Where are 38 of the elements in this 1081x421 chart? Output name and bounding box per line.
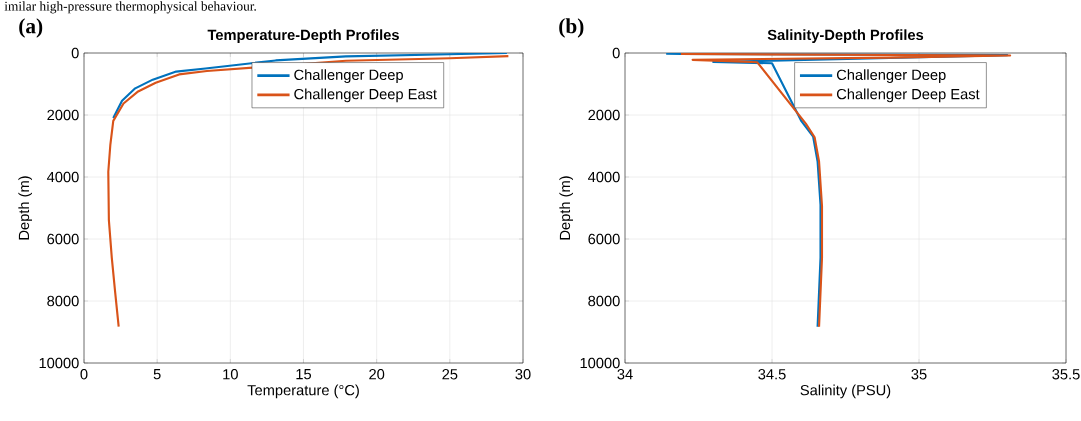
legend-label: Challenger Deep East (294, 88, 437, 103)
text: (a) (19, 18, 43, 38)
y-tick-label: 4000 (47, 171, 79, 183)
line-series (107, 55, 510, 328)
y-tick-label: 8000 (47, 295, 79, 307)
y-axis-title: Depth (m) (18, 176, 32, 240)
y-tick-label: 2000 (588, 109, 620, 121)
text: (b) (559, 18, 584, 38)
x-axis-title: Salinity (PSU) (800, 384, 891, 399)
y-tick-label: 10000 (580, 357, 620, 369)
x-tick-label: 35 (911, 369, 927, 380)
y-tick-label: 10000 (39, 357, 79, 369)
y-tick-label: 0 (71, 47, 79, 59)
x-tick-label: 34 (617, 369, 633, 380)
x-tick-label: 30 (515, 369, 531, 380)
y-axis-title: Depth (m) (559, 176, 574, 240)
legend-label: Challenger Deep East (836, 88, 980, 103)
legend-label: Challenger Deep (836, 69, 946, 83)
x-tick-label: 20 (369, 369, 385, 380)
x-tick-label: 10 (223, 369, 238, 380)
x-axis-title: Temperature (°C) (247, 384, 359, 399)
x-tick-label: 35.5 (1052, 369, 1080, 380)
line-series (112, 53, 508, 120)
legend-label: Challenger Deep (294, 69, 403, 83)
x-tick-label: 25 (442, 369, 458, 380)
chart-title: Salinity-Depth Profiles (767, 29, 924, 43)
x-tick-label: 15 (296, 369, 312, 380)
y-tick-label: 2000 (47, 109, 79, 121)
x-tick-label: 0 (80, 369, 88, 380)
text: imilar high-pressure thermophysical behaviour. (4, 1, 256, 14)
chart-title: Temperature-Depth Profiles (207, 29, 399, 43)
y-tick-label: 0 (612, 47, 620, 59)
y-tick-label: 4000 (588, 171, 620, 183)
x-tick-label: 5 (153, 369, 161, 380)
y-tick-label: 8000 (588, 295, 620, 307)
x-tick-label: 34.5 (758, 369, 786, 380)
y-tick-label: 6000 (588, 233, 620, 245)
y-tick-label: 6000 (47, 233, 79, 245)
